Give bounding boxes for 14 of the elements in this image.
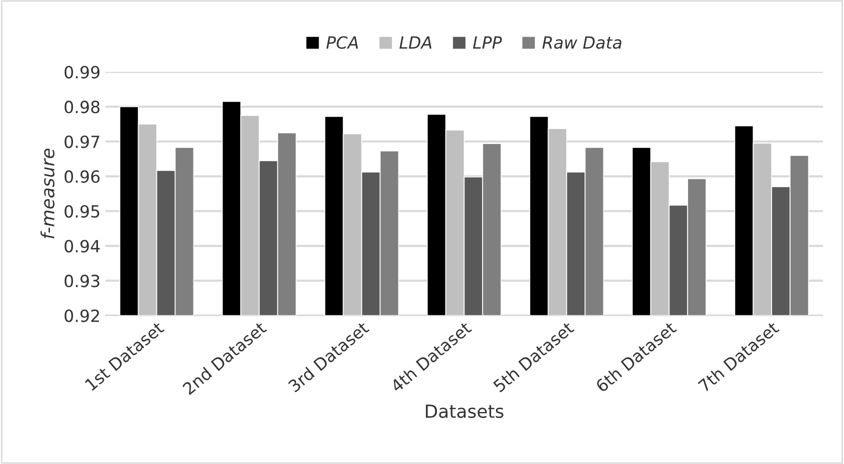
legend-label: PCA bbox=[326, 36, 358, 49]
y-axis-title: f-measure bbox=[40, 148, 54, 238]
y-tick-label: 0.97 bbox=[64, 135, 100, 148]
y-tick-label: 0.95 bbox=[64, 205, 100, 218]
y-tick-label: 0.93 bbox=[64, 274, 100, 288]
legend-label: Raw Data bbox=[542, 36, 622, 49]
y-tick-label: 0.92 bbox=[64, 309, 99, 322]
legend-label: LPP bbox=[473, 36, 502, 49]
x-axis-title: Datasets bbox=[426, 404, 504, 418]
y-tick-label: 0.94 bbox=[64, 240, 100, 252]
legend-label: LDA bbox=[399, 36, 432, 49]
y-tick-label: 0.99 bbox=[64, 66, 100, 78]
y-tick-label: 0.96 bbox=[64, 170, 100, 183]
y-tick-label: 0.98 bbox=[64, 100, 100, 114]
